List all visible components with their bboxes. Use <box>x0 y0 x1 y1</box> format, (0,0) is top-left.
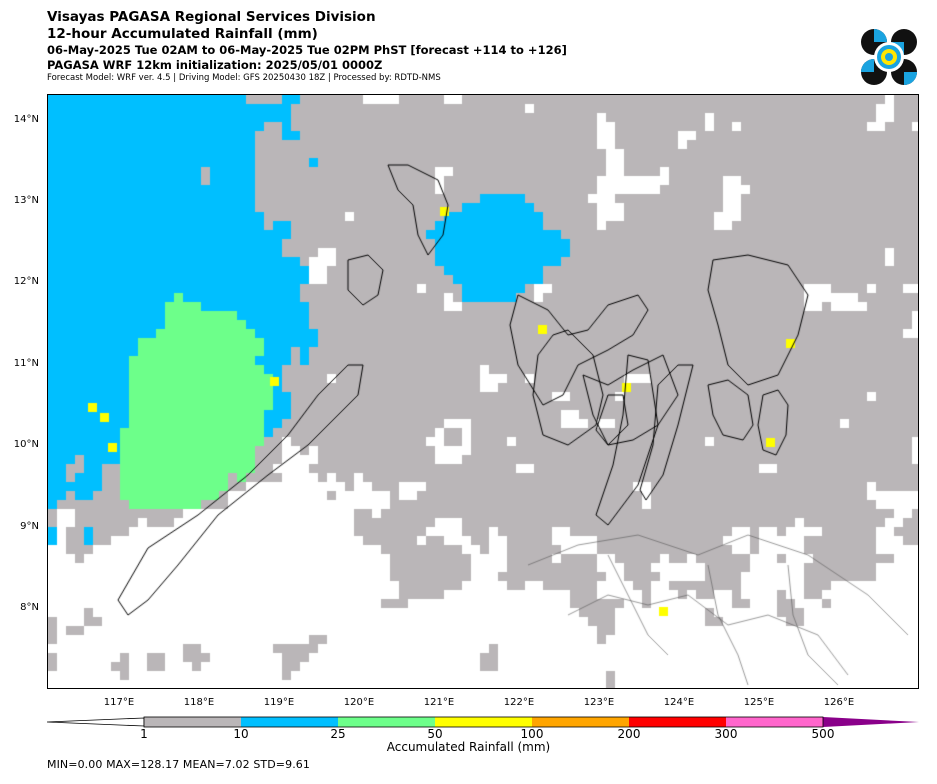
lon-label-122: 122°E <box>503 697 535 708</box>
lon-label-123: 123°E <box>583 697 615 708</box>
lat-label-13: 13°N <box>13 195 39 206</box>
title-initialization: PAGASA WRF 12km initialization: 2025/05/… <box>47 58 383 72</box>
colorbar-over-arrow <box>823 717 919 727</box>
colorbar-title: Accumulated Rainfall (mm) <box>386 740 551 754</box>
colorbar-seg-1 <box>144 717 241 727</box>
colorbar-tick-10: 10 <box>233 727 249 741</box>
lon-label-120: 120°E <box>343 697 375 708</box>
lon-label-119: 119°E <box>263 697 295 708</box>
colorbar-seg-100 <box>532 717 629 727</box>
lat-label-10: 10°N <box>13 439 39 450</box>
lon-label-125: 125°E <box>743 697 775 708</box>
lat-label-14: 14°N <box>13 114 39 125</box>
lon-label-121: 121°E <box>423 697 455 708</box>
rainfall-map <box>47 94 919 689</box>
lat-label-11: 11°N <box>13 358 39 369</box>
colorbar-tick-500: 500 <box>811 727 835 741</box>
colorbar-under-arrow <box>47 717 145 727</box>
lat-label-12: 12°N <box>13 276 39 287</box>
colorbar-seg-10 <box>241 717 338 727</box>
title-product: 12-hour Accumulated Rainfall (mm) <box>47 26 318 42</box>
colorbar-seg-300 <box>726 717 823 727</box>
colorbar <box>47 716 919 728</box>
colorbar-seg-50 <box>435 717 532 727</box>
colorbar-tick-100: 100 <box>520 727 544 741</box>
colorbar-tick-50: 50 <box>427 727 443 741</box>
lon-label-117: 117°E <box>103 697 135 708</box>
lon-label-124: 124°E <box>663 697 695 708</box>
statistics-summary: MIN=0.00 MAX=128.17 MEAN=7.02 STD=9.61 <box>47 758 311 771</box>
colorbar-seg-25 <box>338 717 435 727</box>
colorbar-seg-200 <box>629 717 726 727</box>
lon-label-126: 126°E <box>823 697 855 708</box>
lon-label-118: 118°E <box>183 697 215 708</box>
pagasa-logo <box>861 29 917 85</box>
colorbar-tick-300: 300 <box>714 727 738 741</box>
lat-label-9: 9°N <box>20 521 39 532</box>
title-division: Visayas PAGASA Regional Services Divisio… <box>47 9 376 25</box>
rainfall-grid <box>48 95 918 688</box>
colorbar-tick-200: 200 <box>617 727 641 741</box>
chart-header: Visayas PAGASA Regional Services Divisio… <box>47 10 567 86</box>
title-valid-period: 06-May-2025 Tue 02AM to 06-May-2025 Tue … <box>47 43 567 57</box>
lat-label-8: 8°N <box>20 602 39 613</box>
colorbar-tick-25: 25 <box>330 727 346 741</box>
colorbar-tick-1: 1 <box>140 727 148 741</box>
title-model-info: Forecast Model: WRF ver. 4.5 | Driving M… <box>47 73 441 83</box>
